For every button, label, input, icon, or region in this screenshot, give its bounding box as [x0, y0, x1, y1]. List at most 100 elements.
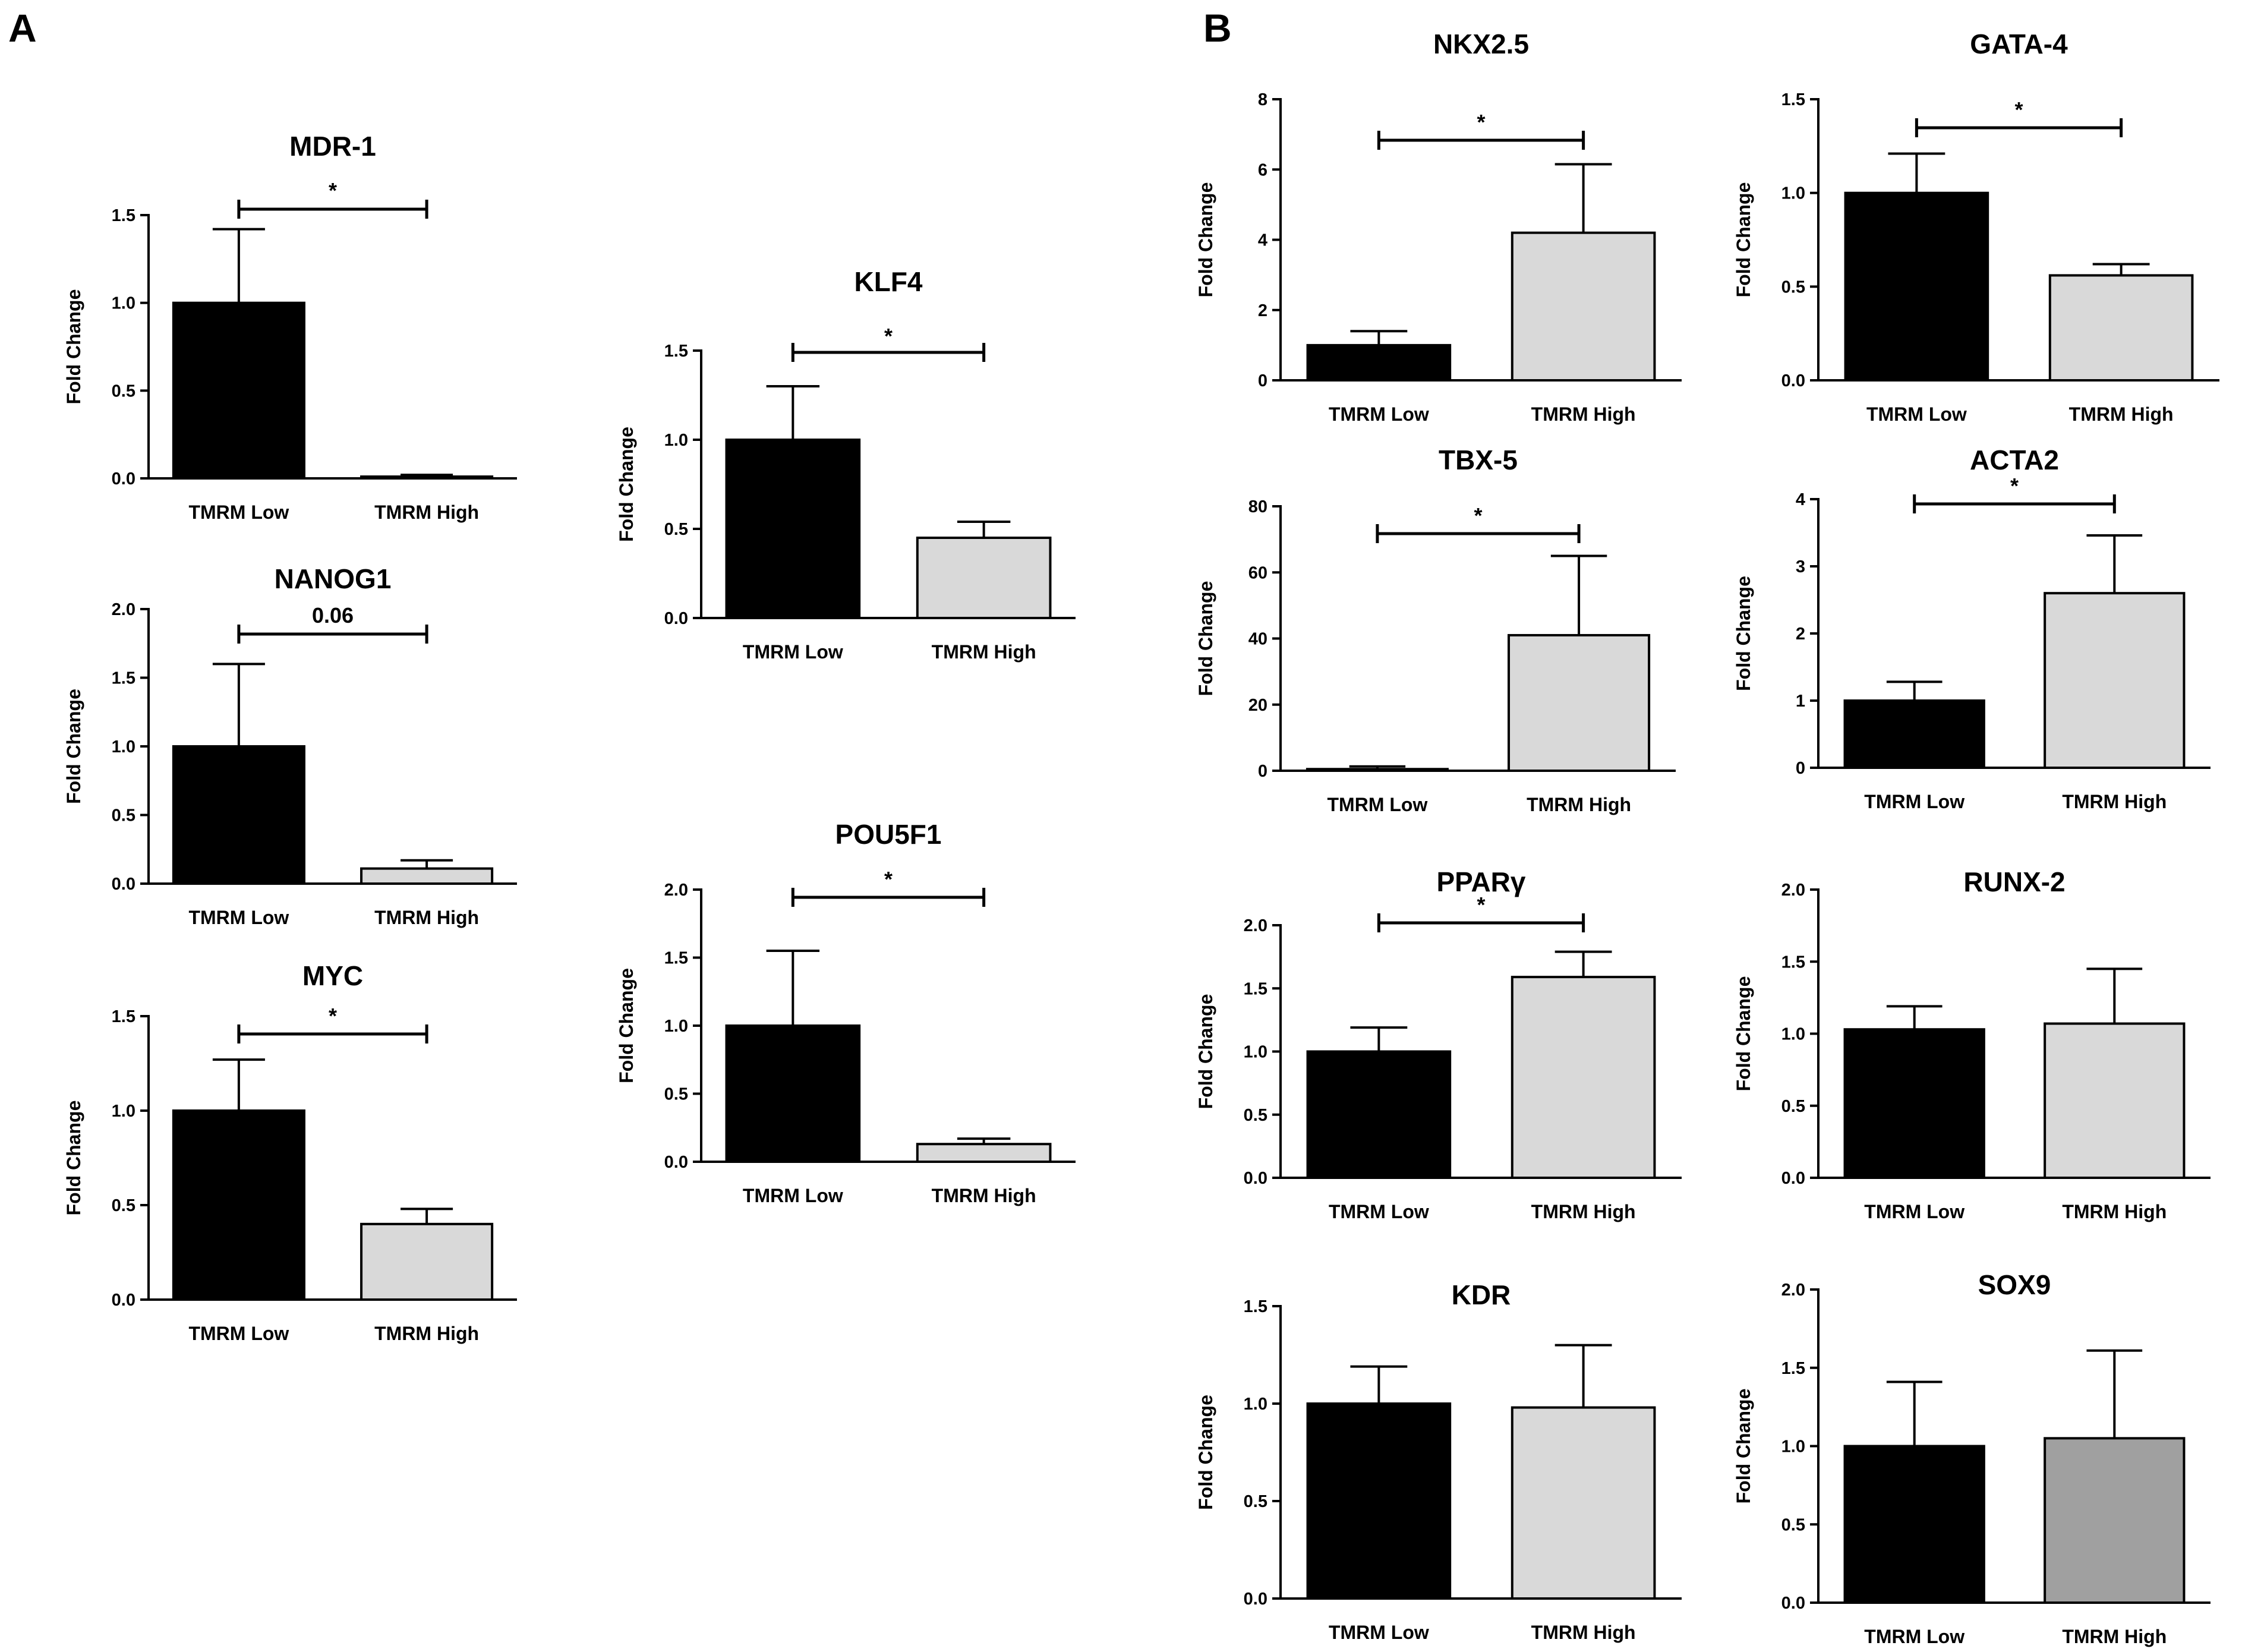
bar-tmrm-low [1843, 1028, 1985, 1179]
y-tick-label: 0 [1796, 759, 1805, 778]
bar-tmrm-low [1306, 343, 1452, 382]
y-axis-label: Fold Change [616, 968, 637, 1083]
chart-title: MDR-1 [289, 131, 376, 162]
x-category-label: TMRM Low [1329, 403, 1429, 425]
x-category-label: TMRM High [2062, 1626, 2167, 1647]
chart-myc: MYC Fold Change 0.0 0.5 1.0 1.5 TMRM Low TMRM H… [63, 960, 517, 1344]
y-tick-label: 0.5 [1781, 1515, 1805, 1534]
y-tick-label: 1.0 [664, 431, 688, 450]
y-tick-label: 2.0 [1781, 881, 1805, 900]
y-axis-label: Fold Change [63, 689, 84, 804]
bar-tmrm-low [172, 301, 305, 480]
y-axis-label: Fold Change [1733, 1389, 1754, 1504]
x-category-label: TMRM High [1527, 794, 1631, 815]
chart-tbx5: TBX-5 Fold Change 0 20 40 60 80 TMRM Low TMRM Hi… [1195, 444, 1676, 815]
chart-klf4: KLF4 Fold Change 0.0 0.5 1.0 1.5 TMRM Low TMRM … [616, 266, 1076, 663]
y-tick-label: 4 [1796, 490, 1805, 509]
chart-title: NKX2.5 [1433, 29, 1529, 59]
y-tick-label: 0.0 [1781, 1169, 1805, 1188]
significance-label: 0.06 [312, 603, 354, 628]
y-tick-label: 1.0 [664, 1017, 688, 1036]
chart-sox9: SOX9 Fold Change 0.0 0.5 1.0 1.5 2.0 TMRM Low TM… [1733, 1269, 2211, 1647]
y-tick-label: 1.5 [112, 206, 135, 225]
y-axis-label: Fold Change [616, 427, 637, 542]
significance-label: * [2010, 474, 2019, 498]
x-category-label: TMRM High [1531, 1622, 1636, 1643]
bar-tmrm-low [172, 1109, 305, 1301]
y-tick-label: 1.5 [1244, 979, 1267, 998]
y-tick-label: 0.5 [1244, 1492, 1267, 1511]
y-tick-label: 0.5 [112, 382, 135, 401]
y-tick-label: 1.0 [112, 294, 135, 313]
significance-label: * [1477, 110, 1485, 134]
y-tick-label: 1.5 [112, 1007, 135, 1026]
chart-pou5f1: POU5F1 Fold Change 0.0 0.5 1.0 1.5 2.0 TMRM Low… [616, 819, 1076, 1206]
y-tick-label: 1.5 [1244, 1297, 1267, 1316]
x-category-label: TMRM Low [188, 502, 289, 523]
y-tick-label: 1.0 [1781, 1437, 1805, 1456]
chart-title: NANOG1 [275, 563, 392, 594]
x-category-label: TMRM High [1531, 403, 1636, 425]
y-tick-label: 0.5 [1781, 1097, 1805, 1116]
y-tick-label: 1.5 [1781, 953, 1805, 972]
bar-tmrm-high [916, 1143, 1052, 1163]
chart-title: TBX-5 [1439, 444, 1518, 475]
x-category-label: TMRM High [1531, 1201, 1636, 1222]
chart-title: KDR [1452, 1279, 1511, 1310]
y-tick-label: 0.0 [1244, 1169, 1267, 1188]
y-axis-label: Fold Change [1733, 182, 1754, 298]
bar-tmrm-high [1511, 231, 1656, 382]
bar-tmrm-high [360, 867, 494, 885]
y-tick-label: 0.5 [1781, 278, 1805, 297]
y-tick-label: 2.0 [1781, 1281, 1805, 1300]
y-tick-label: 0.0 [664, 609, 688, 628]
x-category-label: TMRM Low [188, 907, 289, 928]
significance-label: * [1477, 893, 1485, 917]
y-tick-label: 0 [1258, 371, 1267, 390]
chart-acta2: ACTA2 Fold Change 0 1 2 3 4 TMRM Low TMRM High * [1733, 444, 2211, 812]
chart-nanog1: NANOG1 Fold Change 0.0 0.5 1.0 1.5 2.0 TMRM Low… [63, 563, 517, 928]
y-axis-label: Fold Change [63, 1101, 84, 1216]
panel-label-a: A [8, 6, 37, 50]
y-tick-label: 1.0 [112, 1102, 135, 1121]
y-tick-label: 1.5 [112, 669, 135, 688]
x-category-label: TMRM Low [1864, 791, 1964, 812]
chart-gata4: GATA-4 Fold Change 0.0 0.5 1.0 1.5 TMRM Low TMR… [1733, 29, 2219, 425]
y-tick-label: 0.5 [1244, 1106, 1267, 1125]
x-category-label: TMRM Low [1866, 403, 1967, 425]
y-axis-label: Fold Change [1195, 182, 1216, 298]
bar-tmrm-high [2044, 1022, 2186, 1180]
x-category-label: TMRM Low [1327, 794, 1428, 815]
y-tick-label: 2 [1258, 301, 1267, 320]
bar-tmrm-high [1511, 976, 1656, 1179]
y-tick-label: 1.0 [112, 737, 135, 756]
x-category-label: TMRM High [932, 1185, 1036, 1206]
bar-tmrm-low [725, 439, 861, 619]
y-tick-label: 0.5 [664, 520, 688, 539]
x-category-label: TMRM High [374, 1323, 479, 1344]
y-tick-label: 60 [1248, 563, 1267, 582]
y-tick-label: 1.0 [1244, 1395, 1267, 1414]
bar-tmrm-high [1511, 1406, 1656, 1600]
y-tick-label: 0 [1258, 762, 1267, 781]
x-category-label: TMRM High [374, 502, 479, 523]
y-tick-label: 1.0 [1781, 1025, 1805, 1044]
significance-label: * [884, 867, 893, 891]
y-tick-label: 2.0 [664, 881, 688, 900]
x-category-label: TMRM Low [1864, 1201, 1964, 1222]
y-axis-label: Fold Change [63, 289, 84, 405]
x-category-label: TMRM High [374, 907, 479, 928]
y-tick-label: 8 [1258, 90, 1267, 109]
bar-tmrm-low [1306, 1050, 1452, 1179]
significance-label: * [329, 178, 337, 203]
x-category-label: TMRM High [2062, 791, 2167, 812]
y-tick-label: 0.0 [112, 875, 135, 894]
y-tick-label: 20 [1248, 696, 1267, 715]
x-category-label: TMRM Low [743, 641, 843, 663]
bar-tmrm-high [1508, 633, 1651, 772]
y-tick-label: 0.5 [664, 1085, 688, 1104]
y-tick-label: 6 [1258, 160, 1267, 179]
y-tick-label: 4 [1258, 231, 1267, 250]
bar-tmrm-low [172, 745, 305, 885]
charts-container: MDR-1 Fold Change 0.0 0.5 1.0 1.5 TMRM Low TMRM… [63, 29, 2219, 1647]
